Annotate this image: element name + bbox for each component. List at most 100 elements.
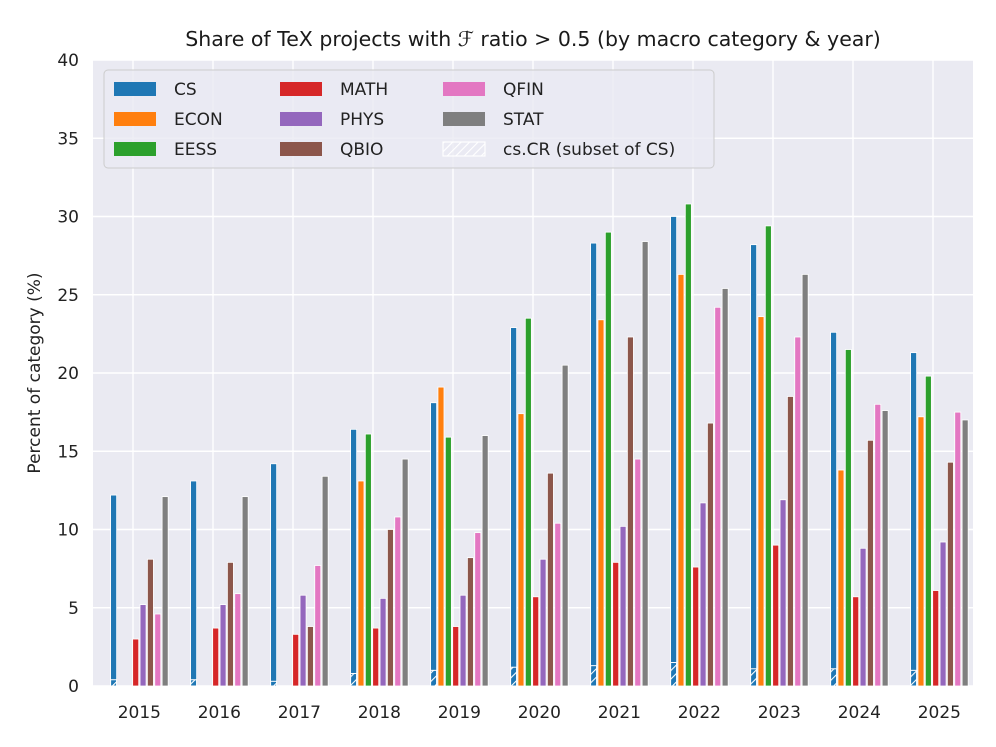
bar-math-2025 — [932, 590, 940, 687]
bar-phys-2018 — [379, 597, 387, 687]
bar-qfin-2021 — [634, 458, 642, 687]
bar-cs-cr-2015 — [110, 679, 118, 687]
bar-stat-2018 — [401, 458, 409, 687]
bar-econ-2023 — [757, 316, 765, 687]
bar-phys-2015 — [139, 604, 147, 687]
bar-econ-2021 — [597, 319, 605, 687]
bar-eess-2018 — [364, 433, 372, 687]
bar-math-2018 — [372, 627, 380, 687]
chart-title: Share of TeX projects with ℱ ratio > 0.5… — [185, 27, 881, 51]
bar-qbio-2022 — [707, 422, 714, 687]
bar-math-2019 — [452, 626, 460, 687]
bar-phys-2021 — [619, 525, 627, 687]
bar-qbio-2015 — [146, 558, 154, 687]
bar-eess-2021 — [604, 231, 612, 687]
x-tick-label: 2018 — [358, 703, 401, 723]
y-tick-labels: 0 5 10 15 20 25 30 35 40 — [57, 51, 79, 697]
bar-stat-2019 — [481, 435, 489, 687]
legend: CS ECON EESS MATH PHYS QBIO QFIN STAT cs.CR (sub… — [103, 69, 715, 169]
bar-econ-2022 — [677, 274, 685, 687]
bar-cs-2020 — [510, 327, 518, 687]
legend-swatch-qfin — [443, 82, 485, 96]
bar-eess-2020 — [524, 317, 532, 687]
bar-math-2021 — [612, 561, 620, 687]
bar-econ-2020 — [517, 413, 525, 687]
bar-cs-cr-2018 — [350, 672, 358, 687]
bar-math-2020 — [532, 596, 540, 687]
legend-swatch-eess — [114, 142, 156, 156]
x-tick-label: 2016 — [198, 703, 241, 723]
bar-qfin-2017 — [314, 565, 322, 687]
bar-qfin-2016 — [234, 593, 242, 687]
bar-stat-2017 — [321, 475, 329, 687]
x-tick-label: 2022 — [678, 703, 721, 723]
legend-swatch-cs-cr — [442, 141, 486, 157]
legend-frame — [103, 69, 715, 169]
legend-swatch-phys — [280, 112, 322, 126]
bar-stat-2024 — [881, 410, 889, 687]
x-tick-label: 2024 — [838, 703, 881, 723]
bar-qfin-2015 — [154, 613, 162, 687]
bar-cs-2023 — [750, 244, 758, 687]
legend-label: QBIO — [340, 140, 383, 160]
y-axis-label: Percent of category (%) — [25, 272, 45, 473]
bar-cs-2025 — [910, 352, 918, 687]
bar-cs-2019 — [430, 402, 438, 687]
bar-qbio-2019 — [466, 557, 474, 687]
bar-qbio-2018 — [386, 529, 394, 687]
legend-label: QFIN — [503, 80, 544, 100]
bar-cs-2015 — [110, 494, 118, 687]
bar-cs-cr-2023 — [750, 668, 758, 687]
bar-eess-2019 — [444, 436, 452, 687]
legend-label: PHYS — [340, 110, 384, 130]
bar-cs-2016 — [190, 480, 198, 687]
bar-phys-2024 — [859, 547, 867, 687]
bar-math-2015 — [132, 638, 140, 687]
bar-phys-2019 — [459, 594, 467, 687]
legend-swatch-qbio — [280, 142, 322, 156]
bar-cs-cr-2022 — [670, 662, 678, 687]
bar-phys-2020 — [539, 558, 547, 687]
bar-math-2023 — [772, 544, 780, 687]
bar-cs-cr-2021 — [590, 665, 598, 687]
legend-label: cs.CR (subset of CS) — [503, 140, 675, 160]
bar-phys-2017 — [299, 594, 307, 687]
legend-swatch-stat — [443, 112, 485, 126]
bar-stat-2022 — [721, 288, 729, 687]
bar-qbio-2025 — [947, 461, 954, 687]
bar-cs-cr-2017 — [270, 680, 278, 687]
bar-cs-cr-2020 — [510, 666, 518, 687]
bar-qfin-2022 — [714, 306, 722, 687]
y-tick-label: 5 — [68, 599, 79, 619]
legend-label: MATH — [340, 80, 388, 100]
y-tick-label: 20 — [57, 364, 79, 384]
bar-math-2024 — [852, 596, 860, 687]
cs-cr-overlay-group — [110, 662, 918, 687]
y-tick-label: 15 — [57, 442, 79, 462]
bar-eess-2024 — [844, 349, 852, 687]
x-tick-label: 2021 — [598, 703, 641, 723]
bar-cs-2017 — [270, 463, 278, 687]
bar-cs-2021 — [590, 242, 598, 687]
bar-cs-cr-2016 — [190, 679, 198, 687]
bar-qfin-2020 — [554, 522, 562, 687]
legend-label: CS — [174, 80, 197, 100]
bar-phys-2016 — [219, 604, 227, 687]
bar-eess-2025 — [924, 375, 932, 687]
y-tick-label: 30 — [57, 208, 79, 228]
y-tick-label: 0 — [68, 677, 79, 697]
legend-swatch-econ — [114, 112, 156, 126]
y-tick-label: 10 — [57, 521, 79, 541]
bar-stat-2016 — [241, 496, 249, 687]
bar-cs-cr-2024 — [830, 668, 838, 687]
bar-qfin-2025 — [954, 411, 962, 687]
bar-qbio-2021 — [627, 336, 634, 687]
bar-qbio-2024 — [867, 439, 874, 687]
bar-cs-2018 — [350, 428, 358, 687]
bar-qfin-2024 — [874, 403, 882, 687]
x-tick-label: 2025 — [918, 703, 961, 723]
legend-label: EESS — [174, 140, 217, 160]
bar-qbio-2020 — [547, 472, 554, 687]
bar-econ-2024 — [837, 469, 845, 687]
x-tick-label: 2023 — [758, 703, 801, 723]
